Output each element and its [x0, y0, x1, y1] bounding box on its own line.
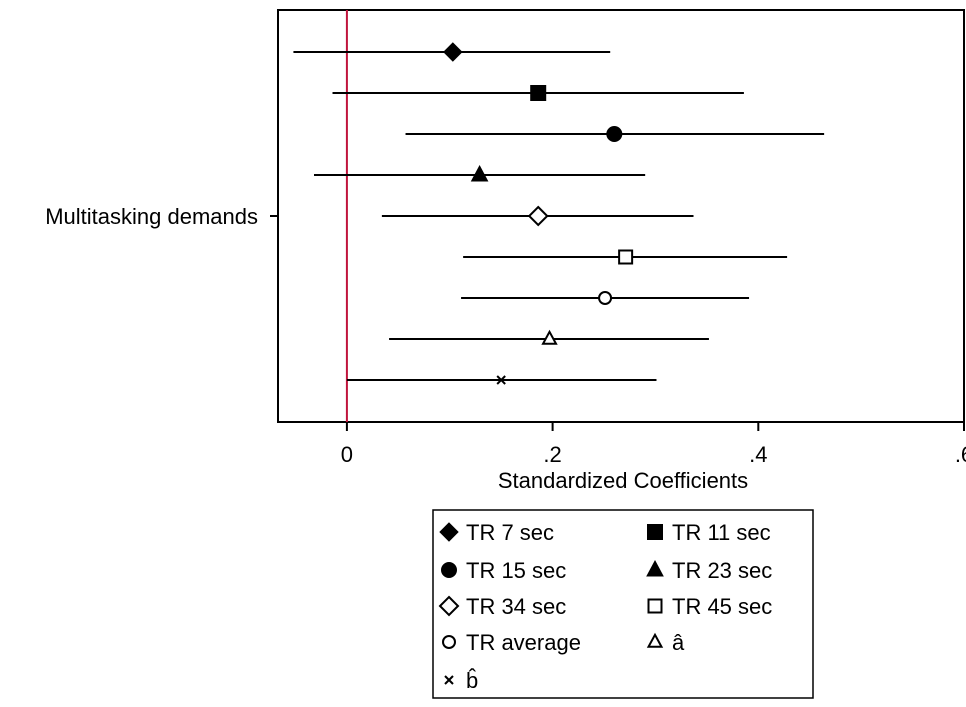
y-category-label: Multitasking demands — [45, 204, 258, 229]
x-tick-label: .4 — [749, 442, 767, 467]
x-tick-label: .2 — [543, 442, 561, 467]
legend-label: TR 23 sec — [672, 558, 772, 583]
legend-label: b̂ — [466, 668, 478, 693]
legend: TR 7 sec TR 11 sec TR 15 sec TR 23 sec TR 34… — [432, 509, 814, 699]
legend-marker — [438, 595, 460, 617]
legend-marker — [647, 524, 663, 540]
legend-label: TR 34 sec — [466, 594, 566, 619]
legend-label: TR 45 sec — [672, 594, 772, 619]
point-marker — [470, 164, 489, 182]
point-marker — [530, 85, 547, 101]
point-marker — [443, 42, 463, 62]
point-marker — [598, 291, 613, 305]
confidence-intervals — [293, 51, 825, 381]
legend-label: TR 7 sec — [466, 520, 554, 545]
legend-box — [432, 509, 814, 699]
x-tick-label: .6 — [955, 442, 966, 467]
x-axis-title: Standardized Coefficients — [498, 468, 748, 493]
point-marker — [496, 375, 506, 385]
point-marker — [618, 249, 634, 265]
legend-label: TR 15 sec — [466, 558, 566, 583]
point-marker — [606, 126, 623, 142]
legend-marker — [439, 522, 459, 542]
point-marker — [541, 329, 558, 345]
x-axis: 0 .2 .4 .6 — [341, 422, 966, 467]
legend-marker — [647, 598, 663, 614]
legend-label: â — [672, 630, 685, 655]
point-estimates — [443, 42, 634, 385]
point-marker — [527, 205, 549, 227]
plot-area — [270, 9, 965, 423]
legend-marker — [646, 559, 664, 577]
legend-marker — [442, 635, 456, 649]
legend-marker — [646, 632, 664, 648]
legend-marker — [444, 675, 454, 685]
legend-label: TR 11 sec — [672, 520, 771, 545]
x-tick-label: 0 — [341, 442, 353, 467]
legend-label: TR average — [466, 630, 581, 655]
legend-marker — [441, 562, 457, 578]
